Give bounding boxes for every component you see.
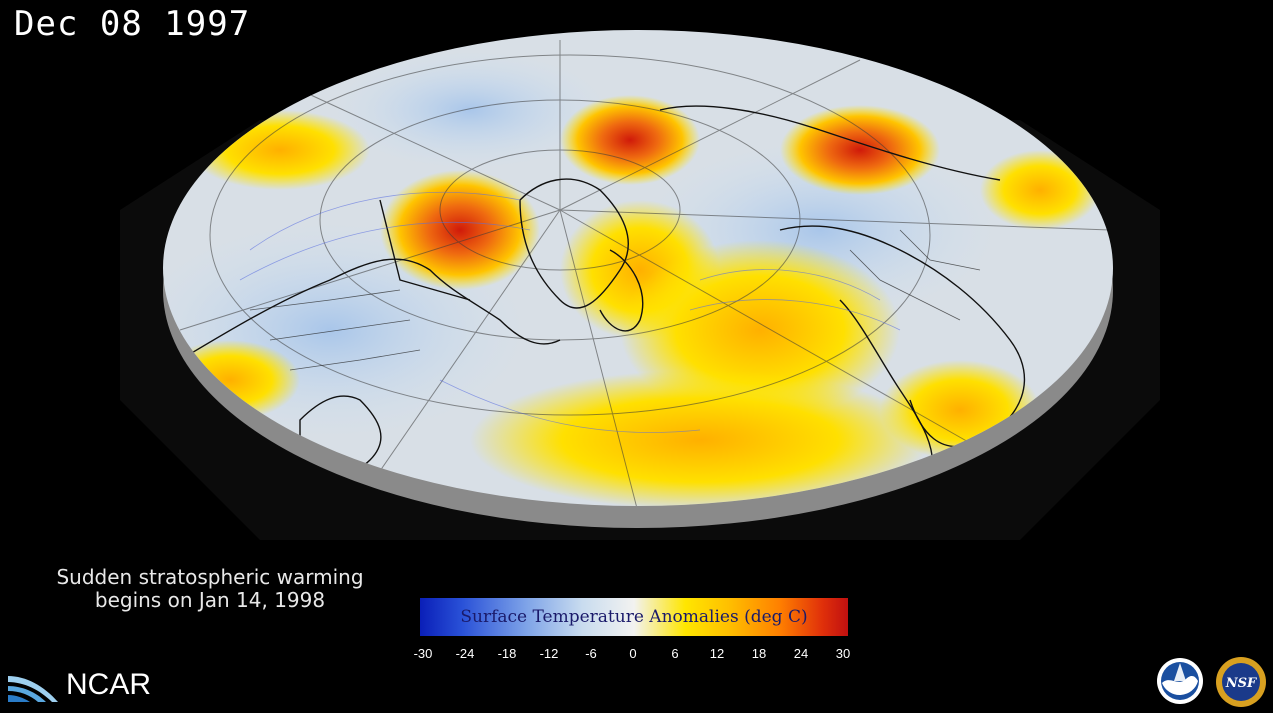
colorbar-title: Surface Temperature Anomalies (deg C) bbox=[460, 607, 808, 627]
caption-line-1: Sudden stratospheric warming bbox=[56, 565, 364, 589]
tick-label: 12 bbox=[709, 646, 725, 661]
caption: Sudden stratospheric warming begins on J… bbox=[20, 566, 400, 612]
date-label: Dec 08 1997 bbox=[14, 4, 251, 44]
tick-label: -6 bbox=[585, 646, 597, 661]
noaa-logo-icon bbox=[1157, 658, 1203, 704]
tick-label: 18 bbox=[751, 646, 767, 661]
colorbar-ticks: -30 -24 -18 -12 -6 0 6 12 18 24 30 bbox=[414, 646, 851, 666]
colorbar: Surface Temperature Anomalies (deg C) bbox=[420, 598, 848, 636]
tick-label: 30 bbox=[835, 646, 851, 661]
nsf-logo-icon: NSF bbox=[1216, 657, 1266, 707]
tick-label: -24 bbox=[455, 646, 475, 661]
tick-label: -18 bbox=[497, 646, 517, 661]
tick-label: -12 bbox=[539, 646, 559, 661]
tick-label: 24 bbox=[793, 646, 809, 661]
caption-line-2: begins on Jan 14, 1998 bbox=[94, 588, 326, 612]
ncar-swoosh-icon bbox=[8, 676, 58, 702]
tick-label: -30 bbox=[413, 646, 433, 661]
ncar-logo: NCAR bbox=[8, 662, 168, 704]
ncar-text: NCAR bbox=[66, 668, 152, 701]
tick-label: 0 bbox=[629, 646, 637, 661]
tick-label: 6 bbox=[671, 646, 679, 661]
svg-text:NSF: NSF bbox=[1225, 676, 1257, 691]
